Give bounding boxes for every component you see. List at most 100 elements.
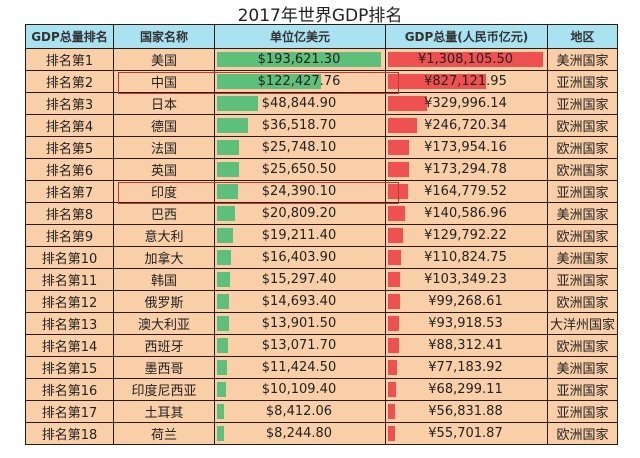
usd-cell[interactable]: $25,748.10 [214, 136, 386, 159]
cny-bar [388, 382, 397, 397]
cny-cell[interactable]: ¥110,824.75 [385, 246, 548, 269]
cny-cell[interactable]: ¥77,183.92 [385, 356, 548, 379]
cny-value: ¥88,312.41 [428, 338, 503, 353]
rank-cell[interactable]: 排名第17 [25, 400, 114, 423]
cny-cell[interactable]: ¥56,831.88 [385, 400, 548, 423]
region-cell[interactable]: 欧洲国家 [547, 334, 618, 357]
country-cell[interactable]: 土耳其 [113, 400, 215, 423]
country-cell[interactable]: 法国 [113, 136, 215, 159]
rank-cell[interactable]: 排名第8 [25, 202, 114, 225]
header-cny[interactable]: GDP总量(人民币亿元) [385, 24, 548, 49]
country-cell[interactable]: 西班牙 [113, 334, 215, 357]
header-country[interactable]: 国家名称 [113, 24, 215, 49]
cny-cell[interactable]: ¥99,268.61 [385, 290, 548, 313]
region-cell[interactable]: 欧洲国家 [547, 422, 618, 445]
country-cell[interactable]: 韩国 [113, 268, 215, 291]
usd-value: $24,390.10 [261, 184, 337, 199]
cny-cell[interactable]: ¥129,792.22 [385, 224, 548, 247]
usd-cell[interactable]: $20,809.20 [214, 202, 386, 225]
usd-cell[interactable]: $11,424.50 [214, 356, 386, 379]
rank-cell[interactable]: 排名第16 [25, 378, 114, 401]
cny-cell[interactable]: ¥246,720.34 [385, 114, 548, 137]
rank-cell[interactable]: 排名第1 [25, 48, 114, 71]
rank-cell[interactable]: 排名第4 [25, 114, 114, 137]
rank-cell[interactable]: 排名第6 [25, 158, 114, 181]
region-cell[interactable]: 美洲国家 [547, 246, 618, 269]
country-cell[interactable]: 荷兰 [113, 422, 215, 445]
country-cell[interactable]: 意大利 [113, 224, 215, 247]
cny-cell[interactable]: ¥827,121.95 [385, 70, 548, 93]
usd-cell[interactable]: $122,427.76 [214, 70, 386, 93]
header-usd[interactable]: 单位亿美元 [214, 24, 386, 49]
region-cell[interactable]: 欧洲国家 [547, 114, 618, 137]
country-cell[interactable]: 英国 [113, 158, 215, 181]
region-cell[interactable]: 亚洲国家 [547, 180, 618, 203]
rank-cell[interactable]: 排名第15 [25, 356, 114, 379]
cny-cell[interactable]: ¥140,586.96 [385, 202, 548, 225]
usd-value: $48,844.90 [261, 96, 337, 111]
country-cell[interactable]: 美国 [113, 48, 215, 71]
country-cell[interactable]: 中国 [113, 70, 215, 93]
usd-cell[interactable]: $25,650.50 [214, 158, 386, 181]
usd-cell[interactable]: $19,211.40 [214, 224, 386, 247]
usd-cell[interactable]: $15,297.40 [214, 268, 386, 291]
cny-cell[interactable]: ¥173,954.16 [385, 136, 548, 159]
usd-cell[interactable]: $13,901.50 [214, 312, 386, 335]
rank-cell[interactable]: 排名第9 [25, 224, 114, 247]
region-cell[interactable]: 美洲国家 [547, 356, 618, 379]
header-region[interactable]: 地区 [547, 24, 618, 49]
cny-cell[interactable]: ¥1,308,105.50 [385, 48, 548, 71]
rank-cell[interactable]: 排名第13 [25, 312, 114, 335]
cny-cell[interactable]: ¥173,294.78 [385, 158, 548, 181]
header-rank[interactable]: GDP总量排名 [25, 24, 114, 49]
cny-cell[interactable]: ¥55,701.87 [385, 422, 548, 445]
cny-cell[interactable]: ¥68,299.11 [385, 378, 548, 401]
region-cell[interactable]: 亚洲国家 [547, 70, 618, 93]
region-cell[interactable]: 欧洲国家 [547, 224, 618, 247]
region-cell[interactable]: 大洋州国家 [547, 312, 618, 335]
usd-cell[interactable]: $36,518.70 [214, 114, 386, 137]
usd-cell[interactable]: $193,621.30 [214, 48, 386, 71]
rank-cell[interactable]: 排名第18 [25, 422, 114, 445]
country-cell[interactable]: 印度 [113, 180, 215, 203]
region-cell[interactable]: 亚洲国家 [547, 400, 618, 423]
region-cell[interactable]: 亚洲国家 [547, 92, 618, 115]
region-cell[interactable]: 欧洲国家 [547, 136, 618, 159]
usd-cell[interactable]: $8,412.06 [214, 400, 386, 423]
rank-cell[interactable]: 排名第7 [25, 180, 114, 203]
country-cell[interactable]: 巴西 [113, 202, 215, 225]
cny-cell[interactable]: ¥329,996.14 [385, 92, 548, 115]
rank-cell[interactable]: 排名第10 [25, 246, 114, 269]
country-cell[interactable]: 加拿大 [113, 246, 215, 269]
usd-cell[interactable]: $14,693.40 [214, 290, 386, 313]
rank-cell[interactable]: 排名第12 [25, 290, 114, 313]
country-cell[interactable]: 墨西哥 [113, 356, 215, 379]
rank-cell[interactable]: 排名第14 [25, 334, 114, 357]
cny-cell[interactable]: ¥93,918.53 [385, 312, 548, 335]
rank-cell[interactable]: 排名第11 [25, 268, 114, 291]
usd-cell[interactable]: $48,844.90 [214, 92, 386, 115]
cny-cell[interactable]: ¥88,312.41 [385, 334, 548, 357]
cny-cell[interactable]: ¥164,779.52 [385, 180, 548, 203]
country-cell[interactable]: 德国 [113, 114, 215, 137]
region-cell[interactable]: 亚洲国家 [547, 268, 618, 291]
cny-cell[interactable]: ¥103,349.23 [385, 268, 548, 291]
country-cell[interactable]: 澳大利亚 [113, 312, 215, 335]
rank-cell[interactable]: 排名第2 [25, 70, 114, 93]
region-cell[interactable]: 欧洲国家 [547, 158, 618, 181]
region-cell[interactable]: 美洲国家 [547, 48, 618, 71]
cny-bar [388, 96, 428, 111]
region-cell[interactable]: 欧洲国家 [547, 290, 618, 313]
usd-cell[interactable]: $24,390.10 [214, 180, 386, 203]
usd-cell[interactable]: $8,244.80 [214, 422, 386, 445]
country-cell[interactable]: 日本 [113, 92, 215, 115]
country-cell[interactable]: 俄罗斯 [113, 290, 215, 313]
usd-cell[interactable]: $10,109.40 [214, 378, 386, 401]
rank-cell[interactable]: 排名第3 [25, 92, 114, 115]
region-cell[interactable]: 美洲国家 [547, 202, 618, 225]
usd-cell[interactable]: $13,071.70 [214, 334, 386, 357]
rank-cell[interactable]: 排名第5 [25, 136, 114, 159]
country-cell[interactable]: 印度尼西亚 [113, 378, 215, 401]
usd-cell[interactable]: $16,403.90 [214, 246, 386, 269]
region-cell[interactable]: 亚洲国家 [547, 378, 618, 401]
